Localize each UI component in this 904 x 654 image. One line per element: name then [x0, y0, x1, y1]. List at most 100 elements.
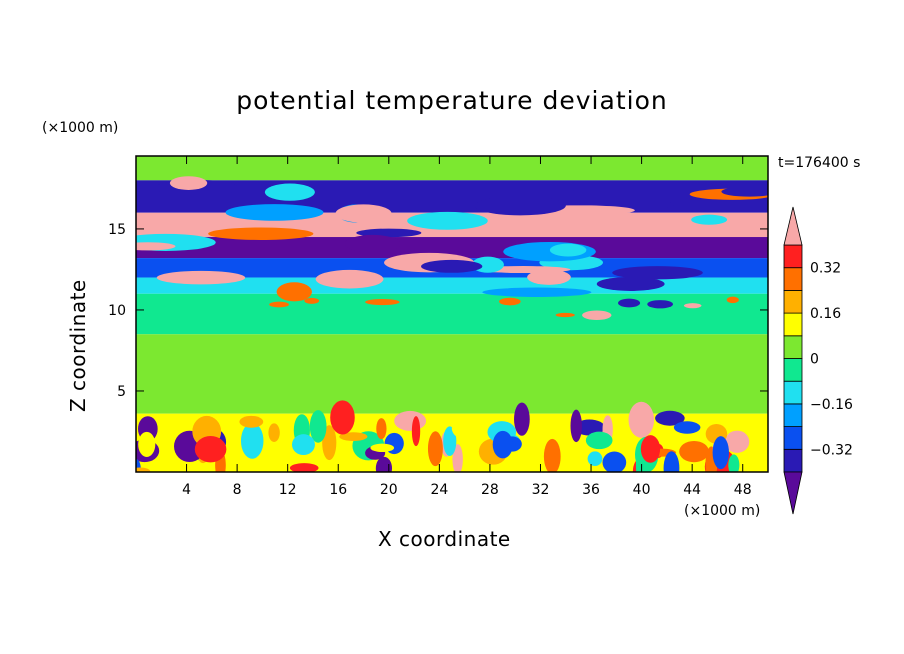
- boundary-cell-53: [712, 436, 729, 470]
- y-tick-label-1: 10: [108, 303, 126, 319]
- upper-cell-25: [573, 186, 649, 195]
- boundary-cell-68: [370, 443, 395, 453]
- boundary-cell-50: [136, 467, 151, 472]
- colorbar-box-9: [783, 244, 803, 269]
- boundary-cell-66: [663, 451, 680, 472]
- colorbar-extend-min: [783, 471, 803, 515]
- boundary-cell-63: [585, 431, 613, 450]
- colorbar-box-7: [783, 289, 803, 314]
- x-tick-label-0: 4: [182, 482, 191, 498]
- x-tick-label-6: 28: [481, 482, 499, 498]
- boundary-cell-43: [673, 421, 701, 434]
- colorbar-label-2: 0: [810, 352, 819, 368]
- mid-cell-9: [365, 298, 400, 306]
- upper-cell-23: [721, 186, 768, 197]
- upper-cell-24: [276, 282, 312, 302]
- boundary-cell-22: [452, 444, 463, 472]
- x-tick-label-8: 36: [582, 482, 600, 498]
- boundary-cell-61: [492, 430, 513, 459]
- colorbar-box-1: [783, 426, 803, 450]
- upper-cell-17: [136, 242, 176, 251]
- x-tick-label-4: 20: [380, 482, 398, 498]
- boundary-cell-54: [427, 431, 443, 467]
- boundary-cell-21: [309, 410, 327, 443]
- colorbar-box-2: [783, 403, 803, 427]
- boundary-cell-36: [655, 410, 685, 426]
- upper-cell-30: [596, 276, 665, 291]
- boundary-cell-60: [543, 438, 561, 472]
- colorbar-extend-max: [783, 206, 803, 246]
- upper-cell-31: [612, 266, 703, 280]
- y-tick-label-2: 15: [108, 222, 126, 238]
- contour-band-6: [136, 293, 768, 335]
- colorbar-box-3: [783, 380, 803, 405]
- boundary-cell-2: [268, 423, 280, 443]
- colorbar-label-0: 0.32: [810, 261, 841, 277]
- boundary-cell-69: [375, 456, 393, 472]
- boundary-cell-7: [514, 402, 530, 436]
- boundary-cell-42: [339, 432, 368, 441]
- x-axis-label: X coordinate: [378, 527, 511, 551]
- boundary-cell-48: [570, 409, 582, 443]
- upper-cell-16: [407, 211, 488, 230]
- y-ticks: 5 10 15: [108, 222, 768, 400]
- x-tick-label-1: 8: [233, 482, 242, 498]
- colorbar-box-5: [783, 335, 803, 359]
- mid-cell-2: [304, 297, 320, 304]
- contour-band-3: [136, 237, 768, 259]
- colorbar-box-6: [783, 312, 803, 337]
- time-label: t=176400 s: [778, 155, 861, 171]
- mid-cell-3: [617, 298, 641, 308]
- mid-cell-0: [647, 300, 674, 309]
- boundary-cell-59: [194, 436, 227, 463]
- boundary-cell-26: [602, 451, 627, 472]
- contour-band-0: [136, 156, 768, 181]
- plot-frame: [135, 155, 769, 473]
- upper-cell-33: [208, 227, 314, 240]
- x-ticks: 4 8 12 16 20 24 28 32 36 40 44 48: [182, 156, 752, 498]
- contour-band-7: [136, 334, 768, 414]
- upper-cell-12: [156, 270, 246, 285]
- mid-cell-5: [499, 297, 521, 306]
- upper-cell-20: [549, 243, 587, 257]
- boundary-cell-67: [289, 463, 319, 472]
- boundary-cell-13: [394, 410, 427, 431]
- boundary-cell-38: [240, 422, 264, 459]
- boundary-cell-57: [138, 431, 156, 457]
- upper-cell-10: [264, 183, 315, 201]
- chart-title: potential temperature deviation: [236, 86, 668, 115]
- boundary-cell-47: [679, 440, 709, 463]
- x-tick-label-9: 40: [633, 482, 651, 498]
- upper-cell-18: [315, 269, 384, 289]
- x-tick-label-7: 32: [532, 482, 550, 498]
- colorbar-label-1: 0.16: [810, 306, 841, 322]
- upper-cell-4: [482, 287, 592, 297]
- boundary-cell-32: [587, 451, 603, 467]
- colorbar-box-8: [783, 267, 803, 291]
- boundary-cell-46: [451, 417, 484, 440]
- colorbar-box-4: [783, 358, 803, 382]
- upper-cell-6: [691, 214, 728, 225]
- boundary-cell-19: [322, 425, 337, 461]
- colorbar-box-0: [783, 448, 803, 473]
- colorbar: 0.32 0.16 0 −0.16 −0.32: [783, 206, 853, 515]
- boundary-cell-62: [376, 418, 387, 440]
- y-tick-label-0: 5: [117, 384, 126, 400]
- upper-cell-13: [474, 195, 566, 216]
- colorbar-label-4: −0.32: [810, 442, 853, 458]
- boundary-cell-65: [640, 435, 661, 463]
- x-tick-label-5: 24: [430, 482, 448, 498]
- x-tick-label-2: 12: [279, 482, 297, 498]
- x-tick-label-10: 44: [683, 482, 701, 498]
- z-axis-unit: (×1000 m): [42, 120, 119, 136]
- boundary-cell-49: [330, 400, 355, 435]
- upper-cell-32: [344, 234, 401, 253]
- upper-cell-28: [421, 259, 483, 273]
- upper-cell-21: [225, 204, 324, 221]
- mid-cell-8: [683, 303, 702, 309]
- boundary-cell-27: [291, 434, 315, 456]
- boundary-cell-41: [239, 415, 264, 428]
- boundary-cell-34: [411, 416, 421, 447]
